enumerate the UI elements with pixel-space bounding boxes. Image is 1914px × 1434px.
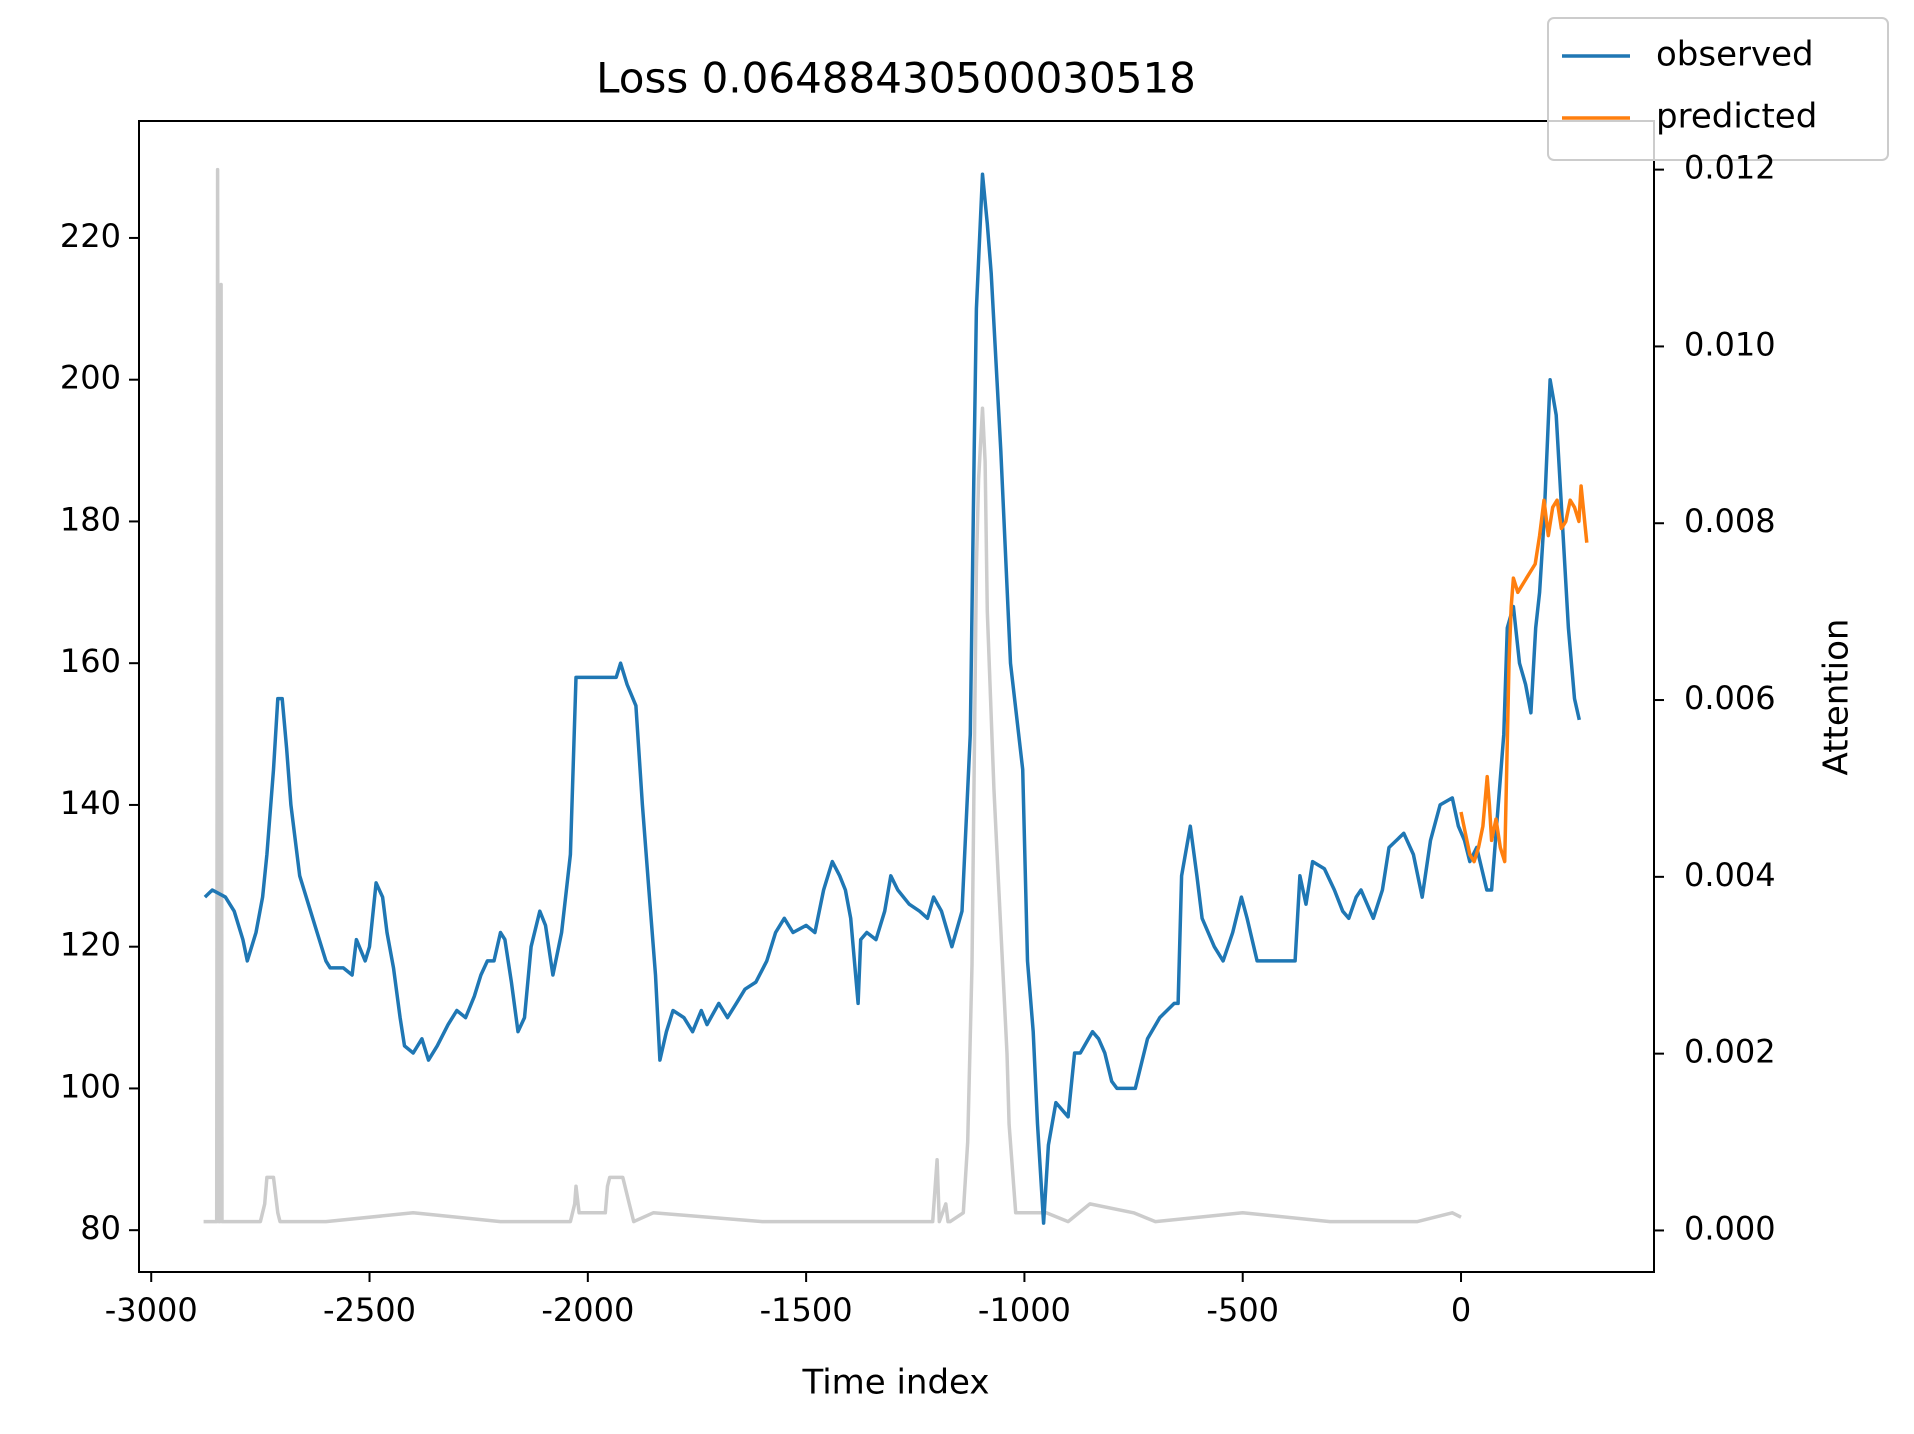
y-tick-label: 100: [60, 1067, 121, 1105]
y2-tick-label: 0.002: [1684, 1033, 1776, 1071]
x-tick-label: -2500: [323, 1291, 416, 1329]
x-axis-label: Time index: [801, 1363, 989, 1403]
y2-axis-label: Attention: [1817, 619, 1857, 776]
y2-tick-label: 0.012: [1684, 149, 1776, 187]
chart-title: Loss 0.06488430500030518: [596, 54, 1196, 103]
y2-tick-label: 0.008: [1684, 502, 1776, 540]
y-tick-label: 120: [60, 926, 121, 964]
legend-label: observed: [1656, 35, 1814, 75]
y2-tick-label: 0.004: [1684, 856, 1776, 894]
y-tick-label: 160: [60, 642, 121, 680]
x-tick-label: -500: [1206, 1291, 1279, 1329]
y2-tick-label: 0.006: [1684, 679, 1776, 717]
axes-frame: [138, 120, 1655, 1273]
x-tick-label: -3000: [105, 1291, 198, 1329]
y-tick-label: 80: [80, 1209, 121, 1247]
x-tick-label: -2000: [541, 1291, 634, 1329]
series-line: [1459, 484, 1589, 864]
x-tick-label: -1000: [978, 1291, 1071, 1329]
y-tick-label: 200: [60, 359, 121, 397]
plot-area: [203, 167, 1589, 1225]
y2-tick-label: 0.010: [1684, 325, 1776, 363]
x-tick-label: -1500: [760, 1291, 853, 1329]
legend: observed predicted: [1547, 17, 1889, 161]
y-tick-label: 180: [60, 500, 121, 538]
y-tick-label: 220: [60, 217, 121, 255]
x-tick-label: 0: [1451, 1291, 1471, 1329]
legend-label: predicted: [1656, 97, 1817, 137]
legend-box: [1547, 17, 1889, 161]
y-tick-label: 140: [60, 784, 121, 822]
series-line: [203, 172, 1582, 1225]
y2-tick-label: 0.000: [1684, 1209, 1776, 1247]
attention-line: [203, 167, 1462, 1224]
